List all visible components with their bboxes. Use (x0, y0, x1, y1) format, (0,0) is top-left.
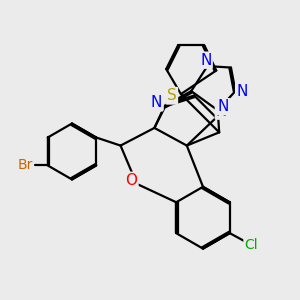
Text: N: N (236, 84, 248, 99)
Text: H: H (167, 90, 176, 103)
Text: H: H (166, 91, 176, 103)
Text: O: O (125, 173, 137, 188)
Text: N: N (218, 99, 229, 114)
Text: S: S (167, 88, 177, 103)
Text: Cl: Cl (244, 238, 258, 252)
Text: N: N (200, 53, 211, 68)
Text: N: N (216, 103, 227, 118)
Text: N: N (151, 95, 162, 110)
Text: Br: Br (17, 158, 33, 172)
Text: N: N (151, 94, 163, 110)
